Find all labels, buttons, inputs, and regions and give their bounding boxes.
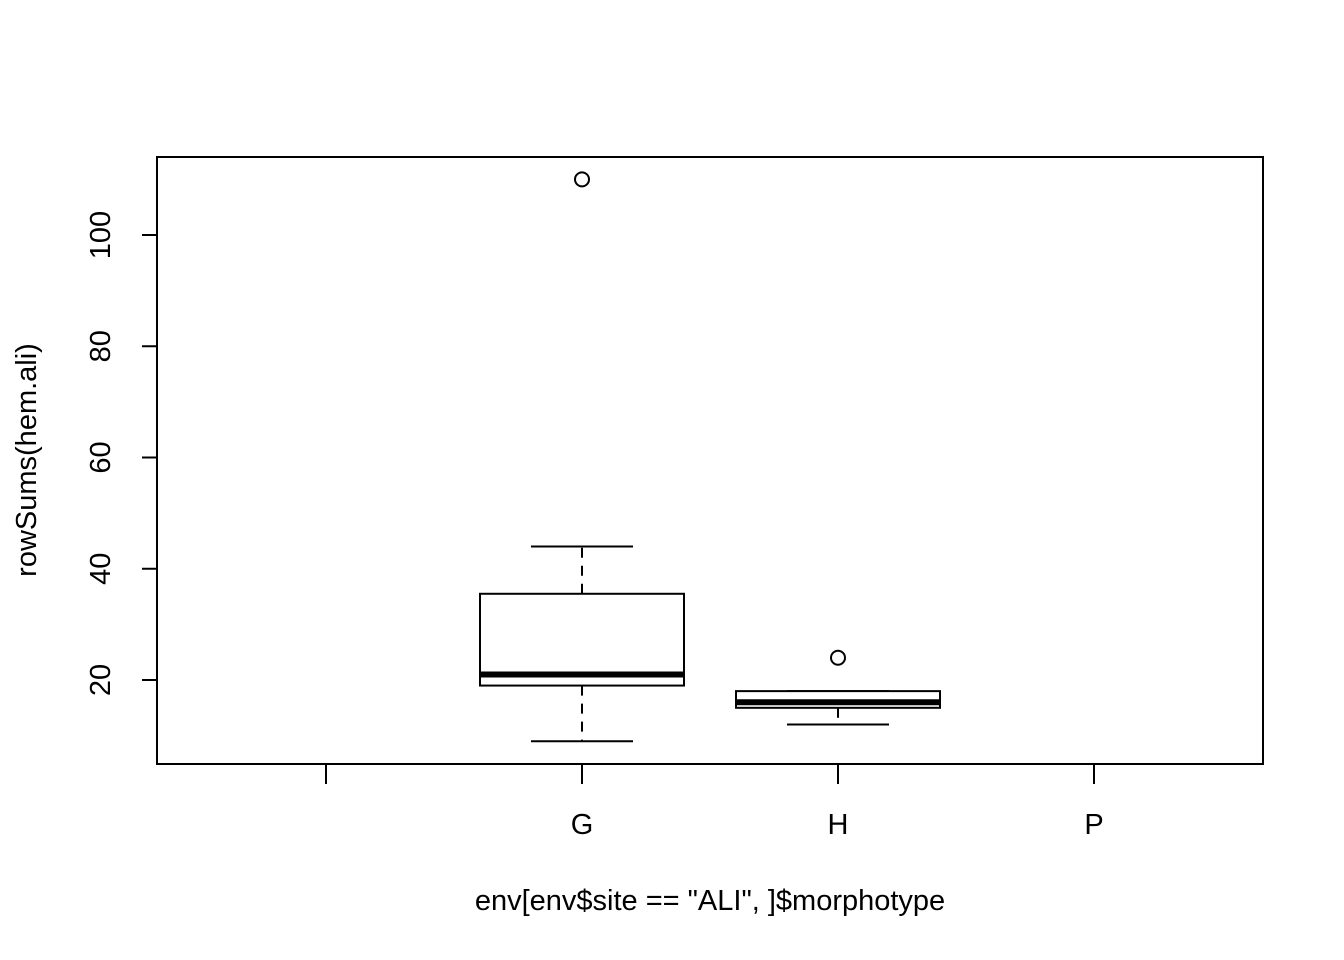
x-tick-label: G <box>571 809 594 841</box>
outlier-point <box>830 649 846 666</box>
x-axis-label: env[env$site == "ALI", ]$morphotype <box>475 885 945 917</box>
y-axis-label: rowSums(hem.ali) <box>11 343 43 577</box>
plot-frame <box>156 156 1264 765</box>
boxes <box>479 171 941 743</box>
y-tick-label: 100 <box>85 211 117 259</box>
iqr-box <box>479 592 685 687</box>
y-axis: 20 40 60 80 100 <box>85 211 158 696</box>
y-tick-label: 40 <box>85 553 117 585</box>
x-tick-label: H <box>828 809 849 841</box>
y-tick-label: 60 <box>85 441 117 473</box>
box-g <box>479 171 685 743</box>
x-tick-label: P <box>1084 809 1103 841</box>
y-tick-label: 20 <box>85 664 117 696</box>
y-tick-label: 80 <box>85 330 117 362</box>
outlier-point <box>574 171 590 188</box>
box-h <box>735 649 941 726</box>
